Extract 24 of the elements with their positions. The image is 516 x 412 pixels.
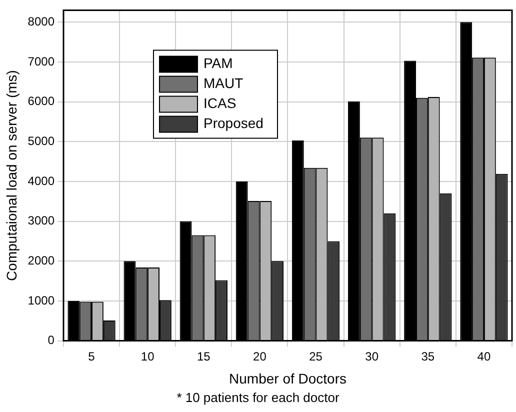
y-tick-label: 7000 — [28, 54, 55, 68]
y-tick-label: 0 — [48, 333, 55, 348]
y-tick-label: 2000 — [28, 253, 55, 268]
text: * 10 patients for each doctor — [176, 390, 340, 405]
x-tick-label: 25 — [309, 349, 323, 364]
x-tick-label: 30 — [365, 349, 379, 364]
legend-label: Proposed — [203, 115, 264, 132]
y-tick-label: 5000 — [28, 134, 55, 148]
y-tick-label: 3000 — [28, 214, 55, 228]
y-tick-label: 4000 — [28, 174, 55, 188]
y-tick-label: 8000 — [28, 14, 55, 28]
legend-label: PAM — [203, 55, 233, 72]
y-tick-label: 6000 — [28, 94, 55, 108]
x-tick-label: 35 — [421, 349, 435, 364]
x-axis-title: Number of Doctors — [229, 370, 346, 386]
x-tick-label: 20 — [253, 349, 267, 364]
y-tick-label: 1000 — [28, 293, 55, 308]
x-tick-label: 10 — [140, 349, 155, 364]
y-axis-title: Computaional load on server (ms) — [3, 70, 20, 281]
legend-label: ICAS — [203, 95, 236, 112]
x-tick-label: 15 — [196, 349, 211, 364]
legend-label: MAUT — [203, 75, 244, 92]
x-tick-label: 40 — [477, 349, 491, 364]
x-tick-label: 5 — [88, 349, 96, 364]
